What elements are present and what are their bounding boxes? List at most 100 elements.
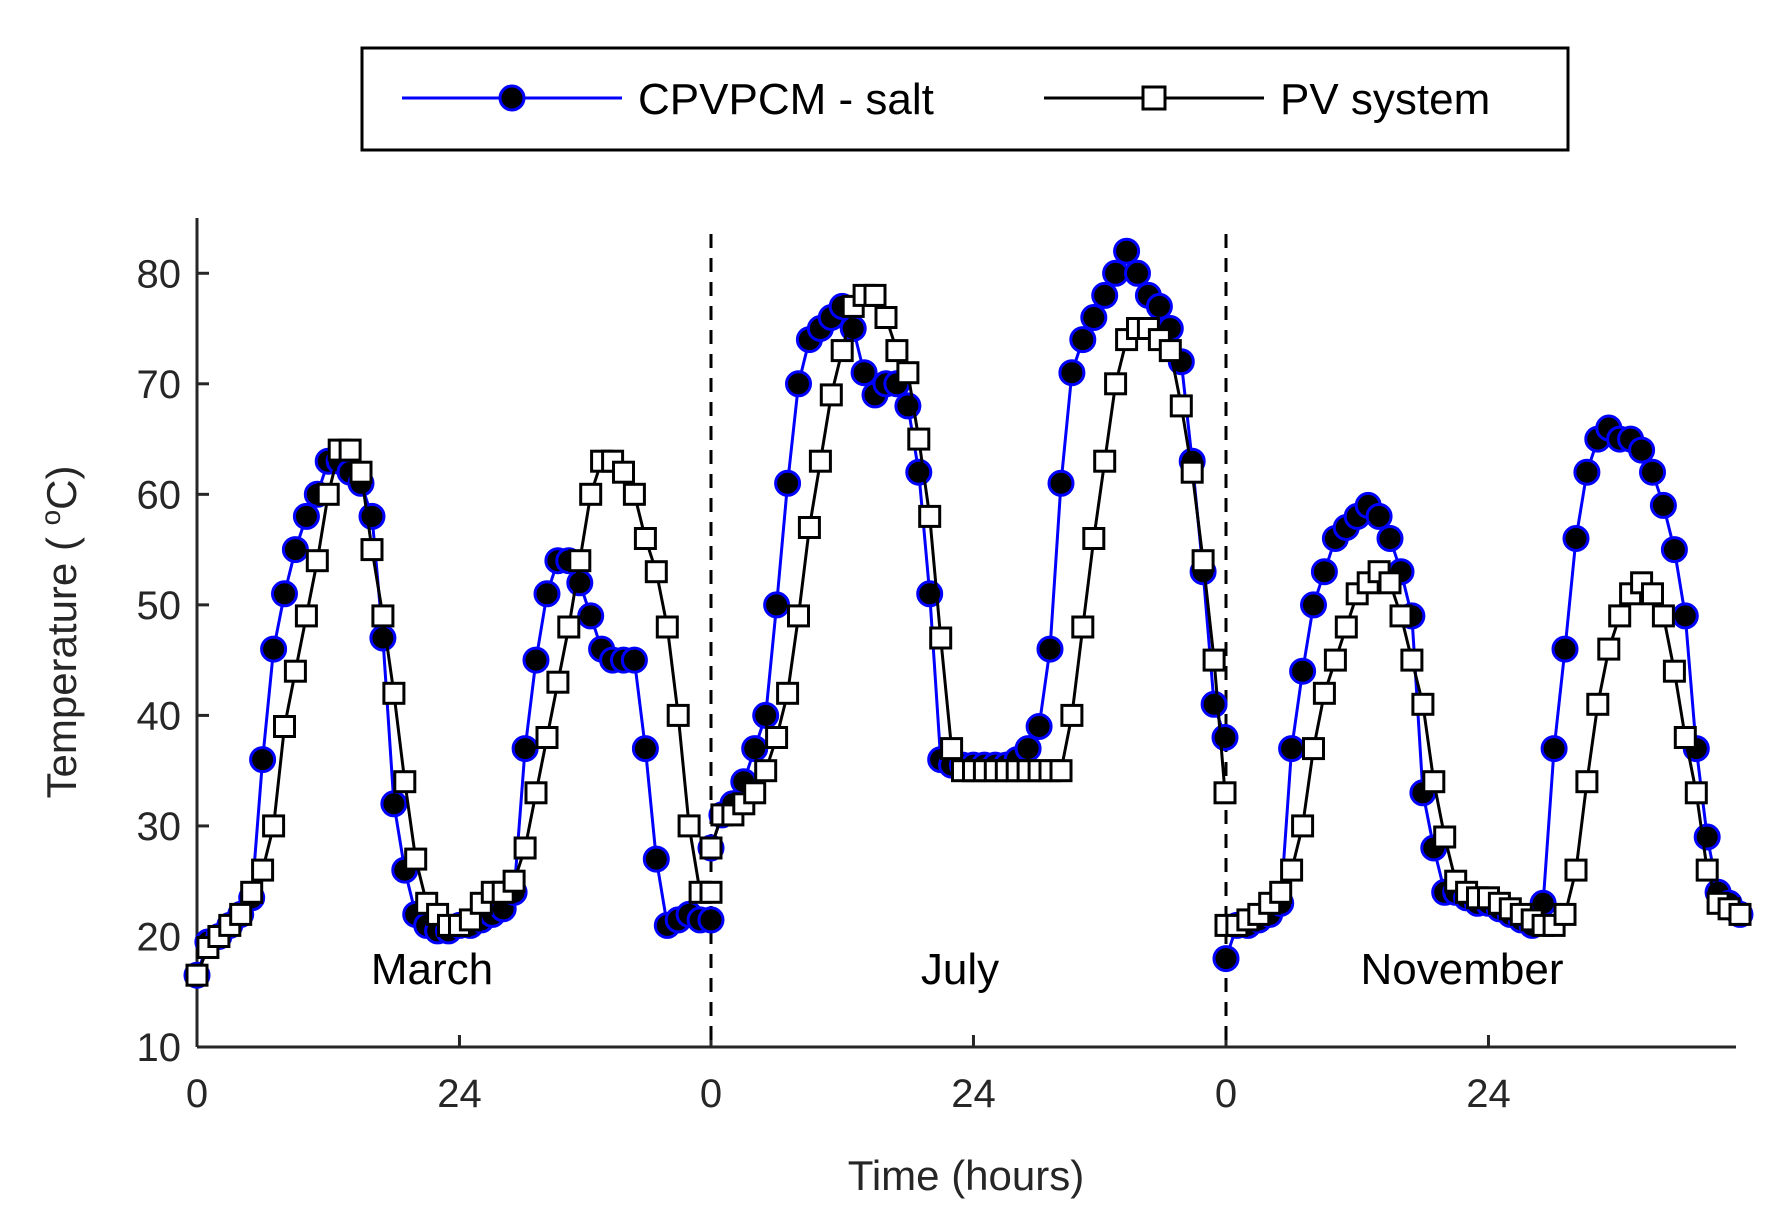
data-point bbox=[1058, 359, 1086, 387]
data-point bbox=[631, 735, 659, 763]
data-point bbox=[752, 701, 780, 729]
x-tick-label: 0 bbox=[186, 1072, 208, 1116]
data-point bbox=[380, 790, 408, 818]
x-tick-label: 24 bbox=[437, 1072, 482, 1116]
data-point bbox=[502, 869, 526, 893]
data-point bbox=[808, 449, 832, 473]
data-point bbox=[1551, 635, 1579, 663]
data-point bbox=[1608, 604, 1632, 628]
data-point bbox=[1289, 657, 1317, 685]
data-point bbox=[1025, 713, 1053, 740]
data-point bbox=[511, 735, 539, 763]
data-point bbox=[929, 626, 953, 650]
data-point bbox=[271, 580, 298, 608]
data-point bbox=[1082, 527, 1106, 550]
data-point bbox=[896, 361, 920, 385]
data-point bbox=[1211, 724, 1239, 751]
data-point bbox=[1124, 259, 1151, 287]
data-point bbox=[1389, 604, 1413, 628]
data-point bbox=[1673, 726, 1697, 749]
panel-label-july: July bbox=[921, 945, 999, 994]
data-point bbox=[358, 502, 386, 530]
data-point bbox=[699, 836, 723, 860]
data-point bbox=[1312, 681, 1336, 705]
data-point bbox=[1278, 735, 1306, 763]
legend-label-cpvpcm: CPVPCM - salt bbox=[638, 75, 934, 124]
y-tick-label: 60 bbox=[137, 473, 182, 517]
data-point bbox=[1649, 491, 1677, 519]
x-tick-label: 24 bbox=[951, 1072, 996, 1116]
data-point bbox=[281, 536, 309, 564]
data-point bbox=[863, 283, 887, 307]
data-point bbox=[774, 469, 802, 497]
data-point bbox=[349, 460, 373, 484]
data-point bbox=[1091, 281, 1119, 309]
data-point bbox=[885, 339, 909, 363]
data-point bbox=[1378, 571, 1402, 595]
data-point bbox=[522, 646, 550, 674]
data-point bbox=[1202, 648, 1226, 672]
data-point bbox=[260, 635, 288, 663]
y-axis-title-main: Temperature ( bbox=[38, 525, 85, 798]
data-point bbox=[1693, 823, 1721, 851]
data-point bbox=[273, 715, 296, 738]
data-point bbox=[918, 504, 942, 528]
data-point bbox=[371, 604, 395, 628]
data-point bbox=[1291, 814, 1315, 838]
x-axis-title: Time (hours) bbox=[848, 1152, 1084, 1199]
data-point bbox=[1728, 902, 1752, 926]
panel-label-march: March bbox=[371, 945, 493, 994]
data-point bbox=[1376, 525, 1404, 552]
data-point bbox=[620, 646, 648, 674]
data-point bbox=[262, 814, 286, 838]
data-point bbox=[754, 759, 778, 783]
data-point bbox=[404, 847, 428, 871]
data-point bbox=[699, 880, 723, 904]
data-point bbox=[622, 482, 646, 506]
data-point bbox=[797, 516, 821, 539]
data-point bbox=[655, 615, 679, 639]
data-point bbox=[1422, 770, 1446, 794]
data-point bbox=[535, 726, 559, 749]
x-tick-label: 0 bbox=[1215, 1072, 1237, 1116]
data-point bbox=[577, 602, 605, 630]
data-point bbox=[697, 906, 725, 934]
data-point bbox=[1069, 326, 1097, 354]
data-point bbox=[785, 370, 812, 398]
y-axis-title-unit: C) bbox=[38, 465, 85, 509]
data-point bbox=[305, 549, 329, 573]
data-point bbox=[1049, 759, 1073, 783]
data-point bbox=[612, 460, 635, 484]
data-point bbox=[1365, 502, 1393, 530]
panel-label-november: November bbox=[1361, 945, 1564, 994]
data-point bbox=[513, 836, 537, 860]
data-point bbox=[533, 580, 561, 608]
data-point bbox=[787, 604, 810, 628]
data-point bbox=[579, 482, 603, 506]
data-point bbox=[1553, 902, 1577, 926]
data-point bbox=[1662, 659, 1686, 683]
data-point bbox=[1400, 648, 1424, 672]
legend-pv-marker bbox=[1141, 85, 1167, 111]
y-ticks: 10 20 30 40 50 60 70 80 bbox=[137, 252, 209, 1070]
y-tick-label: 20 bbox=[137, 915, 182, 959]
data-point bbox=[249, 746, 277, 774]
data-point bbox=[894, 392, 922, 420]
data-point bbox=[907, 427, 931, 451]
data-point bbox=[1540, 735, 1568, 763]
data-point bbox=[294, 604, 318, 628]
y-tick-label: 80 bbox=[137, 252, 182, 296]
data-point bbox=[283, 659, 307, 683]
data-point bbox=[1280, 858, 1304, 882]
data-point bbox=[292, 502, 320, 530]
data-point bbox=[940, 737, 964, 761]
data-point bbox=[1695, 858, 1719, 882]
data-point bbox=[1300, 591, 1327, 619]
data-point bbox=[524, 781, 548, 805]
data-point bbox=[1047, 469, 1075, 497]
x-tick-label: 0 bbox=[700, 1072, 722, 1116]
y-axis-title-superscript: o bbox=[35, 510, 66, 526]
data-point bbox=[1433, 825, 1457, 849]
